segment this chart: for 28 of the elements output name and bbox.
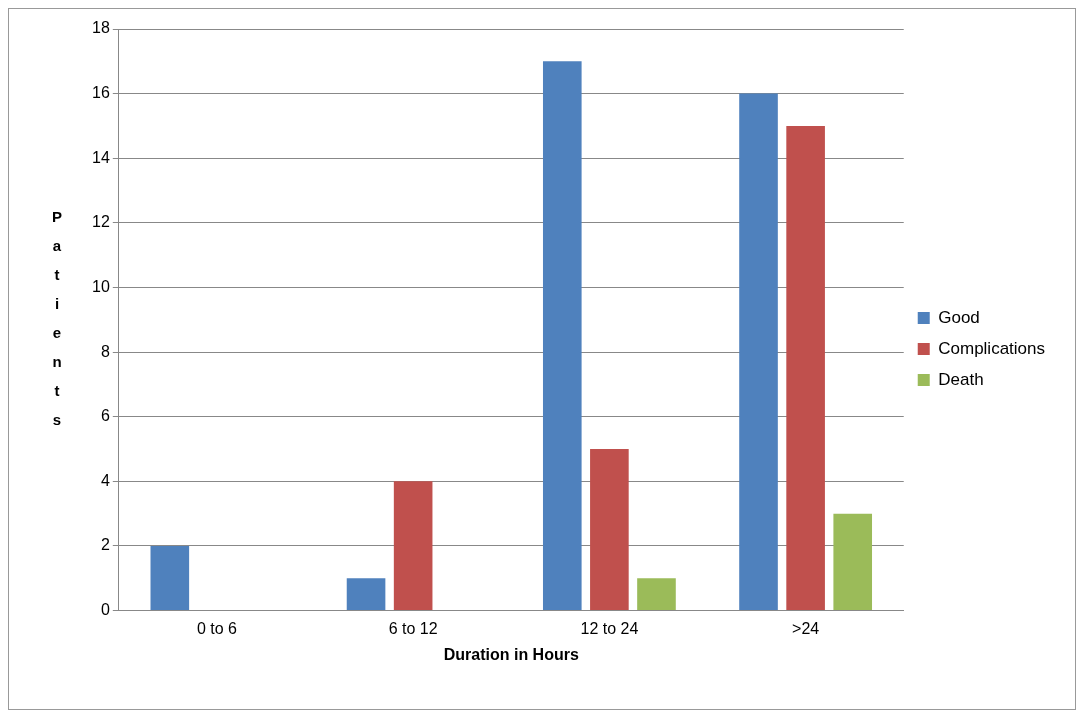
legend-label: Good	[938, 307, 980, 327]
bar	[786, 125, 825, 611]
y-tick-label: 8	[100, 342, 110, 360]
x-tick-label: 6 to 12	[388, 619, 438, 637]
y-tick-label: 4	[100, 471, 110, 489]
y-tick-label: 10	[92, 277, 110, 295]
y-tick-label: 2	[100, 536, 110, 554]
legend-label: Death	[938, 369, 984, 389]
y-tick-label: 14	[92, 148, 110, 166]
x-tick-label: >24	[792, 619, 820, 637]
x-axis-title: Duration in Hours	[443, 645, 579, 663]
y-tick-label: 0	[100, 601, 110, 619]
bar	[346, 578, 386, 611]
bar	[393, 481, 433, 611]
bar	[637, 578, 676, 611]
bar	[833, 513, 873, 611]
x-tick-label: 0 to 6	[196, 619, 238, 637]
y-axis-title: Patients	[51, 208, 63, 429]
bar	[739, 93, 778, 611]
bar	[150, 545, 190, 611]
legend-label: Complications	[938, 338, 1045, 358]
y-tick-label: 16	[92, 84, 110, 102]
bar	[542, 61, 582, 611]
y-tick-label: 12	[92, 213, 110, 231]
y-tick-label: 18	[92, 19, 110, 37]
bar	[590, 449, 629, 611]
y-tick-label: 6	[100, 407, 110, 425]
x-tick-label: 12 to 24	[580, 619, 639, 637]
